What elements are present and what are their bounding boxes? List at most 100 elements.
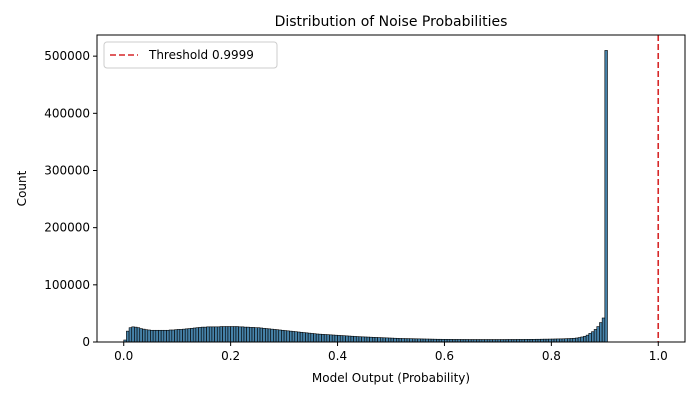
histogram-bar	[585, 334, 590, 343]
histogram-bar	[163, 329, 167, 343]
histogram-bar	[572, 337, 576, 343]
histogram-bar	[235, 326, 239, 343]
histogram-bar	[179, 329, 183, 343]
histogram-bar	[398, 338, 402, 343]
histogram-bar	[369, 336, 373, 343]
histogram-bar	[604, 50, 608, 343]
histogram-bar	[136, 327, 141, 343]
y-tick-label: 500000	[44, 49, 90, 63]
x-tick-label: 1.0	[649, 349, 668, 363]
histogram-bar	[350, 335, 354, 343]
histogram-bar	[366, 336, 370, 343]
x-axis-label: Model Output (Probability)	[312, 371, 470, 385]
histogram-bar	[299, 331, 304, 343]
x-tick-label: 0.4	[328, 349, 347, 363]
y-tick-label: 300000	[44, 163, 90, 177]
x-tick-label: 0.6	[435, 349, 454, 363]
histogram-bar	[166, 329, 170, 343]
histogram-bar	[377, 337, 381, 343]
histogram-bar	[323, 334, 328, 343]
histogram-bar	[219, 326, 223, 343]
histogram-bar	[171, 329, 175, 343]
histogram-bar	[591, 331, 595, 343]
histogram-bar	[216, 326, 221, 343]
histogram-bar	[160, 329, 165, 343]
histogram-bar	[203, 326, 207, 343]
histogram-bar	[331, 334, 336, 343]
histogram-bar	[577, 337, 582, 343]
histogram-bar	[128, 327, 133, 343]
histogram-bar	[291, 331, 296, 343]
histogram-bar	[211, 326, 215, 343]
histogram-bar	[294, 331, 298, 343]
histogram-bar	[249, 327, 253, 343]
histogram-bar	[345, 335, 349, 343]
histogram-bar	[385, 337, 389, 343]
histogram-bar	[155, 329, 159, 343]
y-tick-label: 100000	[44, 278, 90, 292]
histogram-bar	[254, 327, 258, 343]
histogram-bar	[131, 326, 135, 343]
histogram-bar	[278, 329, 282, 343]
histogram-bar	[158, 329, 162, 343]
histogram-bar	[599, 322, 603, 343]
y-axis-label: Count	[15, 170, 29, 206]
histogram-bar	[238, 326, 242, 343]
histogram-bar	[230, 326, 234, 343]
x-tick-label: 0.0	[114, 349, 133, 363]
histogram-bar	[371, 337, 376, 343]
histogram-bar	[227, 326, 231, 343]
y-tick-label: 400000	[44, 106, 90, 120]
chart-title: Distribution of Noise Probabilities	[275, 14, 508, 30]
histogram-bar	[246, 326, 250, 343]
histogram-bar	[150, 329, 154, 343]
histogram-bar	[358, 336, 362, 343]
histogram-bar	[337, 335, 341, 343]
histogram-bar	[334, 334, 338, 343]
histogram-bar	[297, 331, 301, 343]
histogram-bar	[195, 327, 199, 343]
histogram-bar	[176, 329, 181, 343]
histogram-bar	[233, 326, 237, 343]
histogram-bar	[593, 329, 598, 343]
histogram-bar	[380, 337, 384, 343]
histogram-bar	[393, 337, 397, 343]
histogram-bar	[273, 329, 277, 343]
histogram-bar	[326, 334, 330, 343]
histogram-bar	[406, 338, 411, 343]
histogram-bar	[134, 326, 138, 343]
histogram-bar	[567, 338, 571, 343]
histogram-bar	[144, 329, 149, 343]
histogram-bar	[396, 338, 400, 343]
histogram-bar	[139, 328, 143, 343]
y-axis-ticks: 0 100000 200000 300000 400000 500000	[44, 49, 97, 349]
histogram-bar	[342, 335, 346, 343]
histogram-bar	[569, 338, 574, 343]
histogram-bar	[206, 326, 210, 343]
histogram-bar	[588, 333, 592, 343]
histogram-bar	[200, 326, 205, 343]
y-tick-label: 200000	[44, 221, 90, 235]
histogram-bar	[289, 330, 293, 343]
histogram-bar	[313, 333, 317, 343]
histogram-bar	[174, 329, 178, 343]
histogram-bar	[281, 329, 285, 343]
legend-threshold-label: Threshold 0.9999	[148, 48, 254, 62]
legend-box	[103, 41, 278, 69]
histogram-bar	[315, 333, 320, 343]
histogram-bar	[198, 327, 202, 343]
histogram-bar	[224, 326, 229, 343]
histogram-bar	[382, 337, 386, 343]
histogram-bar	[267, 328, 272, 343]
histogram-bar	[241, 326, 245, 343]
histogram-bar	[259, 327, 264, 343]
histogram-bar	[310, 333, 314, 343]
histogram-bar	[190, 327, 194, 343]
histogram-bar	[388, 337, 392, 343]
histogram-bar	[257, 327, 261, 343]
histogram-bar	[126, 330, 130, 343]
histogram-bar	[404, 338, 408, 343]
histogram-bar	[302, 332, 306, 343]
